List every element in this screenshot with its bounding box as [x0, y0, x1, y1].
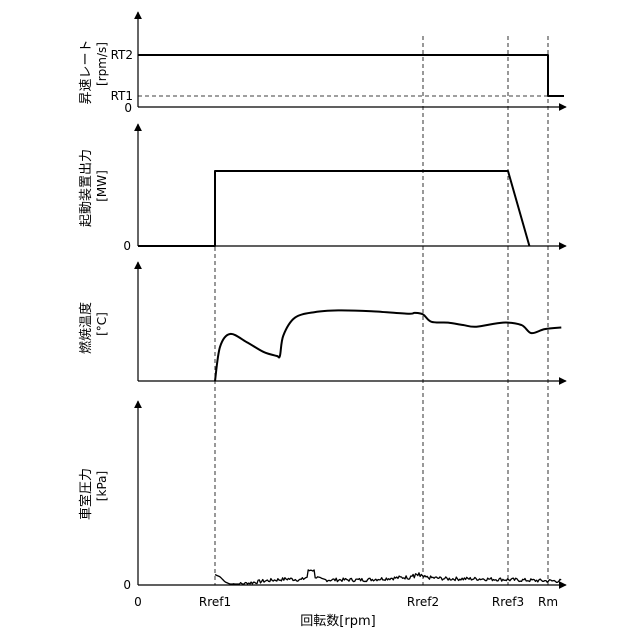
x-axis-ticks: 0 Rref1 Rref2 Rref3 Rm [134, 595, 558, 609]
ytick-pressure-zero: 0 [123, 578, 131, 592]
panel-pressure-ylabel: 車室圧力 [78, 468, 94, 520]
ytick-rt1: RT1 [111, 89, 133, 103]
panel-temperature-yunit: [°C] [95, 312, 109, 336]
reference-guides [214, 36, 549, 585]
xtick-rm: Rm [538, 595, 558, 609]
panel-temperature-ylabel: 燃焼温度 [78, 302, 94, 354]
x-axis-label: 回転数[rpm] [300, 614, 375, 629]
panel-pressure-yunit: [kPa] [95, 471, 109, 501]
panel-pressure: 0 車室圧力 [kPa] [78, 400, 567, 592]
panel-rate-ylabel: 昇速レート [79, 39, 94, 104]
panel-output: 0 起動装置出力 [MW] [79, 123, 567, 253]
xtick-rref2: Rref2 [407, 595, 439, 609]
ytick-rt2: RT2 [111, 48, 133, 62]
xtick-rref1: Rref1 [199, 595, 231, 609]
ytick-rate-zero: 0 [124, 101, 132, 115]
ytick-output-zero: 0 [123, 239, 131, 253]
panel-output-yunit: [MW] [95, 170, 109, 202]
pressure-trace [214, 569, 562, 585]
temperature-trace [214, 309, 562, 382]
xtick-rref3: Rref3 [492, 595, 524, 609]
panel-rate-yunit: [rpm/s] [95, 42, 109, 86]
panel-temperature: 燃焼温度 [°C] [78, 261, 567, 385]
rate-trace [138, 54, 564, 97]
panel-rate: RT2 RT1 0 昇速レート [rpm/s] [79, 11, 567, 115]
panel-output-ylabel: 起動装置出力 [79, 149, 94, 227]
output-trace [138, 170, 531, 247]
xtick-origin: 0 [134, 595, 142, 609]
